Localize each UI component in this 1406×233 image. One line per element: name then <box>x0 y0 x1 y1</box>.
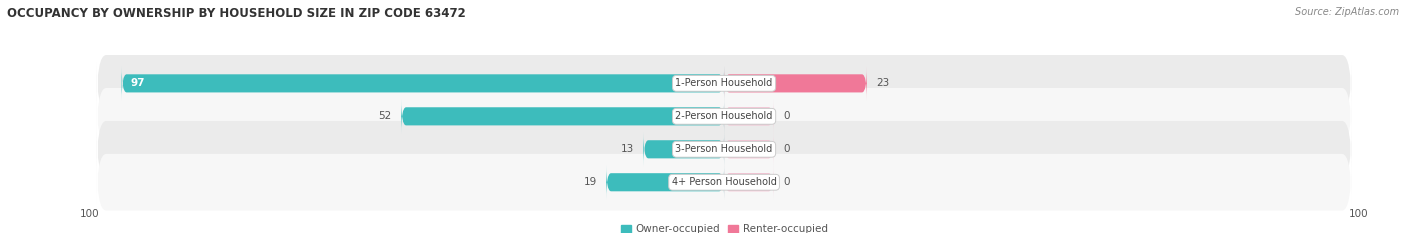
FancyBboxPatch shape <box>724 99 773 134</box>
FancyBboxPatch shape <box>97 55 1351 112</box>
FancyBboxPatch shape <box>606 165 724 199</box>
Text: 4+ Person Household: 4+ Person Household <box>672 177 776 187</box>
Text: 100: 100 <box>1348 209 1368 219</box>
FancyBboxPatch shape <box>97 88 1351 145</box>
Text: Source: ZipAtlas.com: Source: ZipAtlas.com <box>1295 7 1399 17</box>
Text: 0: 0 <box>783 111 790 121</box>
Text: 13: 13 <box>621 144 634 154</box>
Text: OCCUPANCY BY OWNERSHIP BY HOUSEHOLD SIZE IN ZIP CODE 63472: OCCUPANCY BY OWNERSHIP BY HOUSEHOLD SIZE… <box>7 7 465 20</box>
FancyBboxPatch shape <box>122 66 724 101</box>
FancyBboxPatch shape <box>97 121 1351 178</box>
FancyBboxPatch shape <box>724 165 773 199</box>
Text: 2-Person Household: 2-Person Household <box>675 111 773 121</box>
Text: 100: 100 <box>80 209 100 219</box>
Text: 1-Person Household: 1-Person Household <box>675 78 773 88</box>
Text: 19: 19 <box>583 177 596 187</box>
Text: 0: 0 <box>783 177 790 187</box>
Text: 97: 97 <box>131 78 145 88</box>
FancyBboxPatch shape <box>97 154 1351 211</box>
Text: 23: 23 <box>876 78 890 88</box>
Text: 0: 0 <box>783 144 790 154</box>
Legend: Owner-occupied, Renter-occupied: Owner-occupied, Renter-occupied <box>616 220 832 233</box>
Text: 3-Person Household: 3-Person Household <box>675 144 773 154</box>
FancyBboxPatch shape <box>724 66 868 101</box>
Text: 52: 52 <box>378 111 392 121</box>
FancyBboxPatch shape <box>644 132 724 167</box>
FancyBboxPatch shape <box>401 99 724 134</box>
FancyBboxPatch shape <box>724 132 773 167</box>
